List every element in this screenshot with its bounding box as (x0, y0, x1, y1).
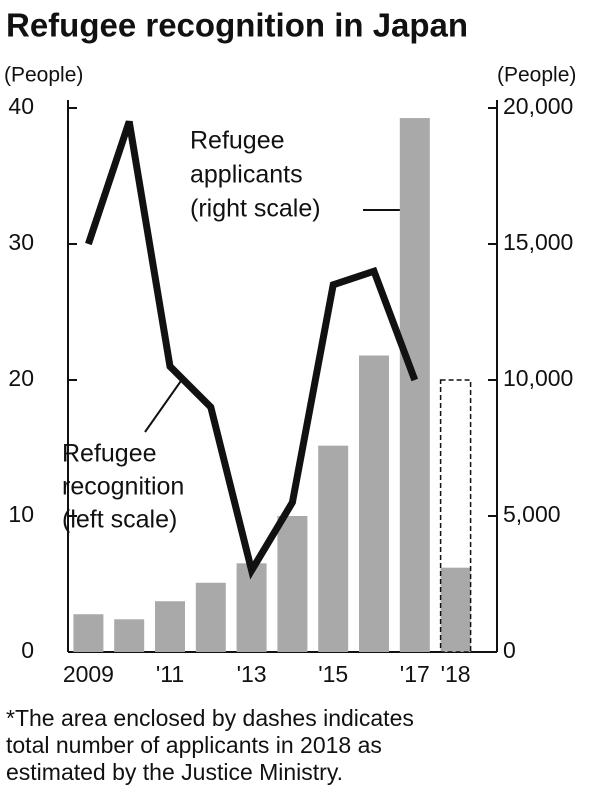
y2-tick-label: 5,000 (503, 501, 561, 527)
y2-tick-label: 15,000 (503, 229, 573, 255)
annotation: Refugee (62, 440, 157, 468)
bar (277, 516, 308, 652)
y-tick-label: 30 (8, 229, 34, 255)
annotation: applicants (190, 161, 303, 189)
bar (195, 582, 226, 652)
footnote: total number of applicants in 2018 as (6, 732, 382, 758)
bar (359, 355, 389, 652)
line (85, 120, 419, 580)
y2-tick-label: 10,000 (503, 365, 573, 391)
y-tick-label: 40 (8, 93, 34, 119)
x-tick-label: '11 (156, 661, 184, 687)
x-tick-label: 2009 (63, 661, 114, 687)
y-axis-label: (People) (4, 64, 83, 87)
annotation-connector (144, 377, 184, 433)
y-tick-label: 0 (21, 637, 34, 663)
bar (318, 445, 349, 652)
annotation: recognition (62, 473, 184, 501)
x-tick-label: '15 (318, 661, 348, 687)
bar (236, 563, 267, 652)
y2-tick-label: 0 (503, 637, 516, 663)
y-tick-label: 10 (8, 501, 34, 527)
x-tick-label: '17 (400, 661, 430, 687)
x-tick-label: '13 (237, 661, 267, 687)
annotation: (right scale) (190, 195, 321, 223)
bar (73, 614, 104, 652)
bar (439, 379, 472, 653)
bar (114, 619, 145, 652)
y2-tick-label: 20,000 (503, 93, 573, 119)
x-tick-label: '18 (441, 661, 471, 687)
chart-title: Refugee recognition in Japan (6, 7, 468, 44)
annotation: Refugee (190, 127, 285, 155)
y2-axis-label: (People) (497, 64, 576, 87)
footnote: estimated by the Justice Ministry. (6, 759, 343, 785)
bar (155, 601, 185, 652)
footnote: *The area enclosed by dashes indicates (6, 705, 414, 731)
bar (399, 118, 430, 653)
bar (440, 567, 471, 652)
annotation: (left scale) (62, 506, 177, 534)
y-tick-label: 20 (8, 365, 34, 391)
